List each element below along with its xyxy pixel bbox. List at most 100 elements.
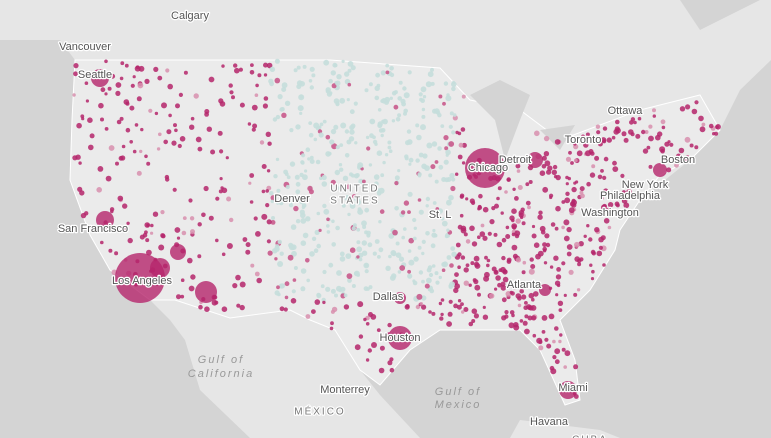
dot bbox=[563, 219, 570, 226]
dot bbox=[349, 189, 353, 193]
dot bbox=[336, 74, 342, 80]
dot bbox=[289, 128, 294, 133]
dot bbox=[261, 189, 266, 194]
dot bbox=[290, 224, 297, 230]
dot bbox=[559, 333, 563, 337]
dot bbox=[300, 268, 307, 274]
dots bbox=[72, 58, 721, 399]
dot bbox=[425, 81, 432, 88]
dot bbox=[566, 135, 571, 140]
place-label: Philadelphia bbox=[600, 190, 661, 202]
dot bbox=[254, 271, 260, 277]
dot bbox=[511, 244, 518, 251]
dot bbox=[309, 159, 315, 164]
dot bbox=[448, 141, 455, 147]
dot bbox=[524, 301, 528, 305]
dot bbox=[161, 102, 167, 109]
dot bbox=[119, 76, 124, 81]
dot bbox=[571, 198, 576, 203]
dot bbox=[432, 201, 437, 205]
dot bbox=[521, 270, 526, 275]
dot bbox=[549, 365, 555, 371]
dot bbox=[439, 316, 444, 321]
dot bbox=[455, 172, 459, 176]
dot bbox=[440, 216, 445, 221]
dot bbox=[249, 173, 255, 178]
dot bbox=[612, 160, 617, 166]
dot bbox=[362, 225, 367, 229]
dot bbox=[586, 181, 591, 187]
dot bbox=[305, 216, 311, 222]
dot bbox=[581, 134, 585, 139]
great-lakes bbox=[470, 80, 575, 160]
dot bbox=[437, 146, 442, 151]
dot bbox=[407, 210, 411, 215]
dot bbox=[528, 305, 532, 310]
dot bbox=[561, 347, 566, 352]
dot bbox=[550, 222, 556, 227]
dot bbox=[361, 250, 368, 256]
dot bbox=[124, 63, 129, 68]
dot bbox=[357, 301, 364, 308]
dot bbox=[122, 203, 128, 209]
dot bbox=[279, 107, 284, 112]
dot bbox=[678, 147, 685, 154]
dot bbox=[543, 151, 550, 157]
dot bbox=[523, 305, 528, 311]
dot bbox=[603, 156, 609, 162]
place-label: Miami bbox=[558, 382, 587, 394]
dot bbox=[518, 212, 524, 218]
dot bbox=[188, 198, 193, 203]
dot bbox=[602, 203, 607, 209]
dot bbox=[158, 132, 162, 137]
dot bbox=[431, 141, 438, 147]
dot bbox=[179, 136, 186, 142]
dot bbox=[174, 128, 178, 133]
dot bbox=[349, 247, 356, 253]
dot bbox=[354, 195, 360, 202]
dot bbox=[302, 64, 307, 69]
dot bbox=[551, 169, 557, 175]
dot bbox=[314, 229, 320, 235]
dot bbox=[154, 111, 159, 116]
place-label: Boston bbox=[661, 154, 695, 166]
dot bbox=[533, 242, 540, 248]
dot bbox=[356, 240, 361, 245]
dot bbox=[361, 220, 367, 227]
dot bbox=[278, 283, 284, 289]
dot bbox=[100, 240, 104, 245]
dot bbox=[528, 292, 535, 299]
dot bbox=[330, 321, 334, 326]
dot bbox=[229, 217, 234, 223]
dot bbox=[391, 273, 397, 279]
dot bbox=[506, 257, 512, 263]
dot bbox=[694, 145, 699, 150]
dot bbox=[418, 92, 423, 97]
dot bbox=[469, 198, 475, 204]
dot bbox=[652, 114, 656, 118]
dot bbox=[568, 207, 575, 214]
dot bbox=[325, 286, 331, 292]
dot bbox=[421, 304, 427, 310]
dot bbox=[371, 342, 377, 348]
dot bbox=[428, 310, 432, 314]
dot bbox=[448, 299, 453, 304]
dot bbox=[393, 104, 399, 110]
dot bbox=[540, 229, 546, 235]
dot bbox=[354, 344, 361, 351]
dot bbox=[331, 219, 335, 224]
dot bbox=[489, 219, 495, 225]
dot bbox=[299, 199, 305, 205]
dot bbox=[232, 283, 238, 289]
dot bbox=[471, 319, 476, 323]
dot bbox=[358, 178, 364, 185]
dot bbox=[591, 269, 595, 274]
dot bbox=[402, 86, 407, 91]
dot bbox=[542, 186, 549, 193]
dot bbox=[699, 126, 706, 133]
dot bbox=[266, 62, 273, 69]
dot bbox=[425, 204, 429, 208]
dot bbox=[225, 156, 229, 160]
dot bbox=[171, 140, 177, 146]
dot bbox=[266, 219, 272, 225]
